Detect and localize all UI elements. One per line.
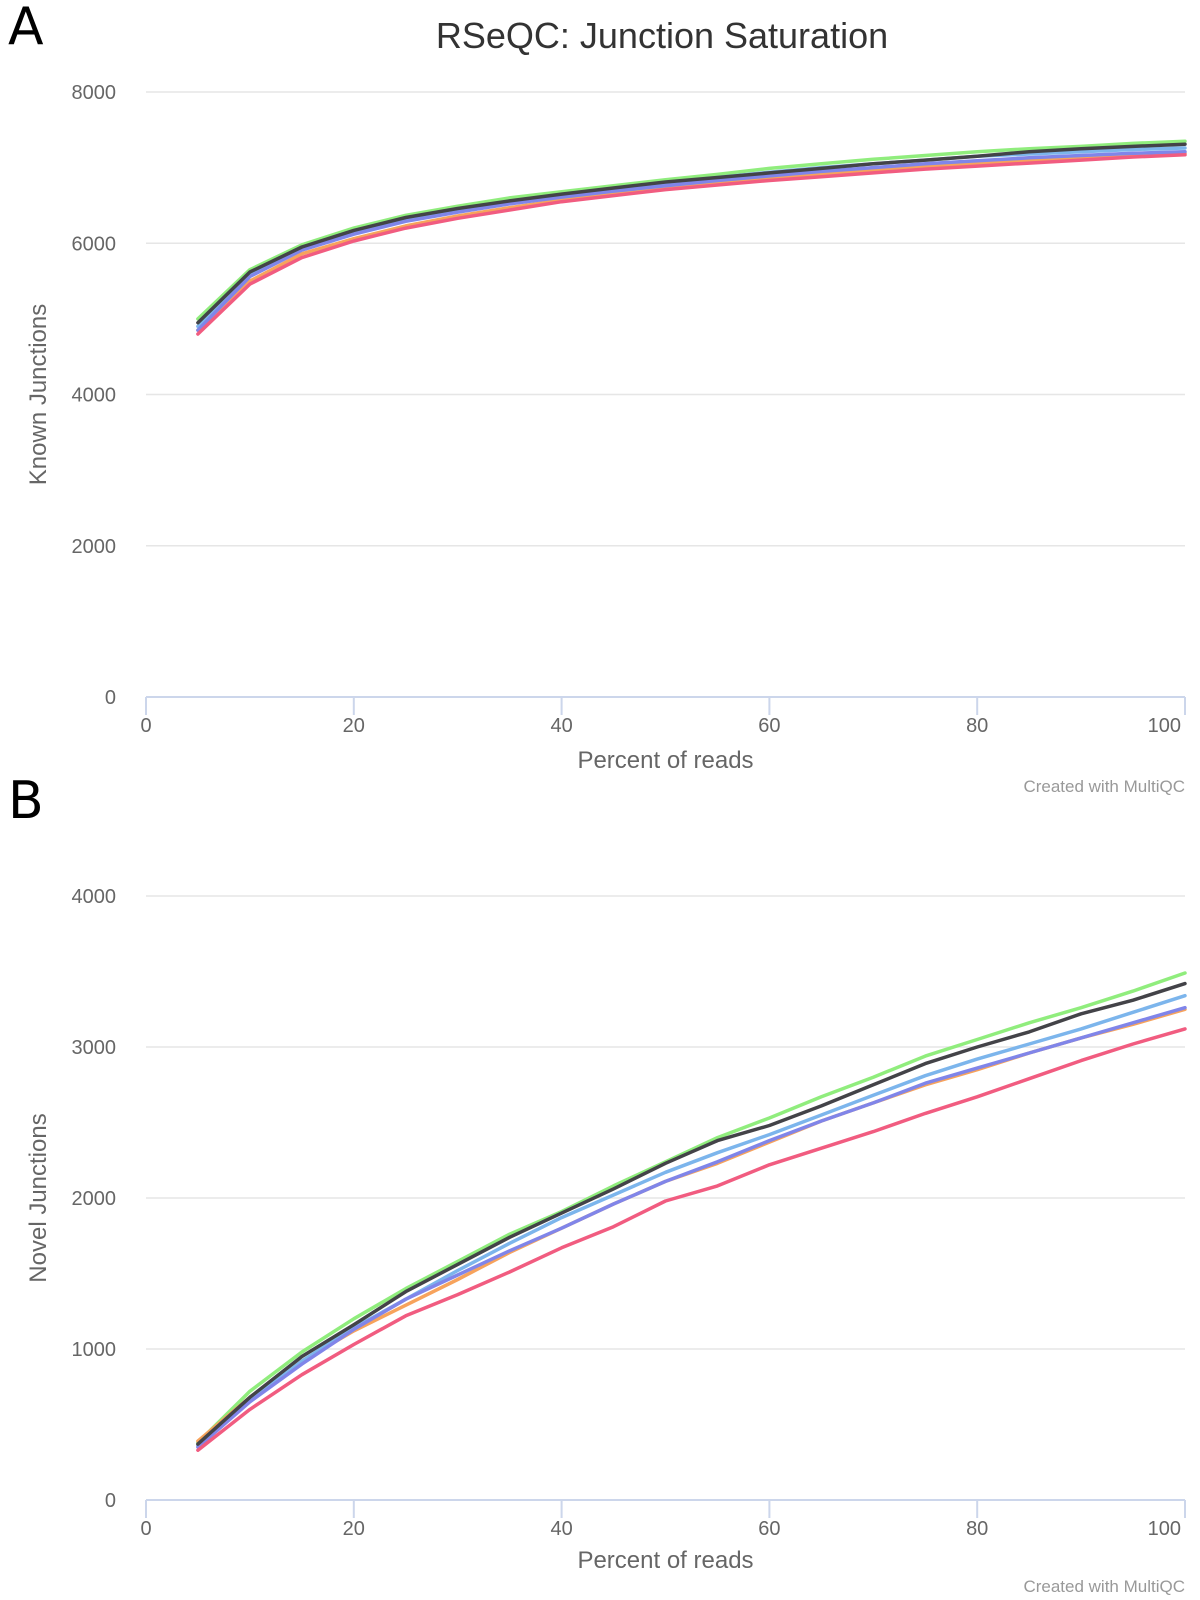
known-junctions-chart: 0 2000 4000 6000 8000 0 20 40 60 80 100 Percent of … xyxy=(25,82,1187,774)
novel-x-tick-label: 100 xyxy=(1148,1518,1181,1540)
known-y-tick-label: 8000 xyxy=(72,82,117,104)
novel-x-tick-label: 20 xyxy=(343,1518,365,1540)
novel-x-tick-label: 40 xyxy=(550,1518,572,1540)
known-y-tick-label: 4000 xyxy=(72,385,117,407)
known-y-tick-label: 6000 xyxy=(72,233,117,255)
chart-title: RSeQC: Junction Saturation xyxy=(436,15,888,56)
novel-series-line-1 xyxy=(196,971,1187,1445)
novel-y-axis-title: Novel Junctions xyxy=(25,1113,52,1282)
known-series-line-1 xyxy=(196,139,1187,321)
credit-b: Created with MultiQC xyxy=(1023,1577,1185,1596)
novel-x-tick-label: 0 xyxy=(140,1518,151,1540)
novel-series-line-5 xyxy=(196,1027,1187,1452)
known-x-axis-title: Percent of reads xyxy=(577,747,753,774)
novel-y-tick-label: 1000 xyxy=(72,1339,117,1361)
novel-series-line-4 xyxy=(196,1005,1187,1449)
novel-y-tick-label: 0 xyxy=(105,1490,116,1512)
known-x-tick-label: 0 xyxy=(140,715,151,737)
novel-y-tick-label: 2000 xyxy=(72,1188,117,1210)
novel-x-tick-label: 80 xyxy=(966,1518,988,1540)
novel-y-tick-label: 4000 xyxy=(72,886,117,908)
known-y-tick-label: 2000 xyxy=(72,536,117,558)
known-series-line-4 xyxy=(196,149,1187,332)
known-x-tick-label: 100 xyxy=(1148,715,1181,737)
novel-y-tick-label: 3000 xyxy=(72,1037,117,1059)
panel-b-label: B xyxy=(8,771,44,831)
known-series-line-5 xyxy=(196,153,1187,336)
novel-x-axis-title: Percent of reads xyxy=(577,1547,753,1574)
novel-series-line-6 xyxy=(196,981,1187,1446)
panel-a-label: A xyxy=(8,0,44,57)
known-y-tick-label: 0 xyxy=(105,687,116,709)
known-x-tick-label: 60 xyxy=(758,715,780,737)
novel-junctions-chart: 0 1000 2000 3000 4000 0 20 40 60 80 100 Percent of … xyxy=(25,886,1187,1574)
credit-a: Created with MultiQC xyxy=(1023,777,1185,796)
novel-series-line-2 xyxy=(196,1007,1187,1443)
novel-series-line-3 xyxy=(196,993,1187,1448)
known-x-tick-label: 20 xyxy=(343,715,365,737)
novel-x-tick-label: 60 xyxy=(758,1518,780,1540)
known-y-axis-title: Known Junctions xyxy=(25,304,52,485)
known-x-tick-label: 40 xyxy=(550,715,572,737)
known-x-tick-label: 80 xyxy=(966,715,988,737)
known-series-line-6 xyxy=(196,142,1187,325)
